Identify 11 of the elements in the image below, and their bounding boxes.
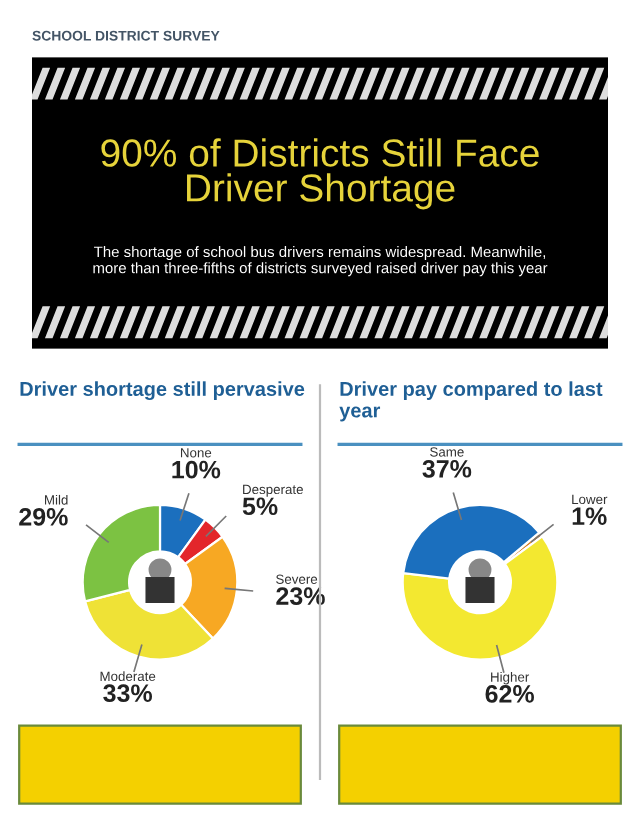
data-label: 29%: [19, 507, 68, 526]
text: 90% of Districts Still Face Driver Shortage: [101, 138, 539, 210]
data-label: 37%: [422, 459, 472, 478]
chart-title: Driver shortage still pervasive: [20, 381, 305, 401]
data-label: 5%: [242, 497, 278, 516]
data-label: 1%: [572, 507, 607, 525]
data-label: 23%: [276, 587, 325, 605]
data-label: 10%: [172, 460, 221, 479]
data-label: 33%: [103, 684, 153, 703]
data-label: 62%: [485, 685, 534, 703]
chart-title: Driver pay compared to last year: [339, 381, 603, 422]
